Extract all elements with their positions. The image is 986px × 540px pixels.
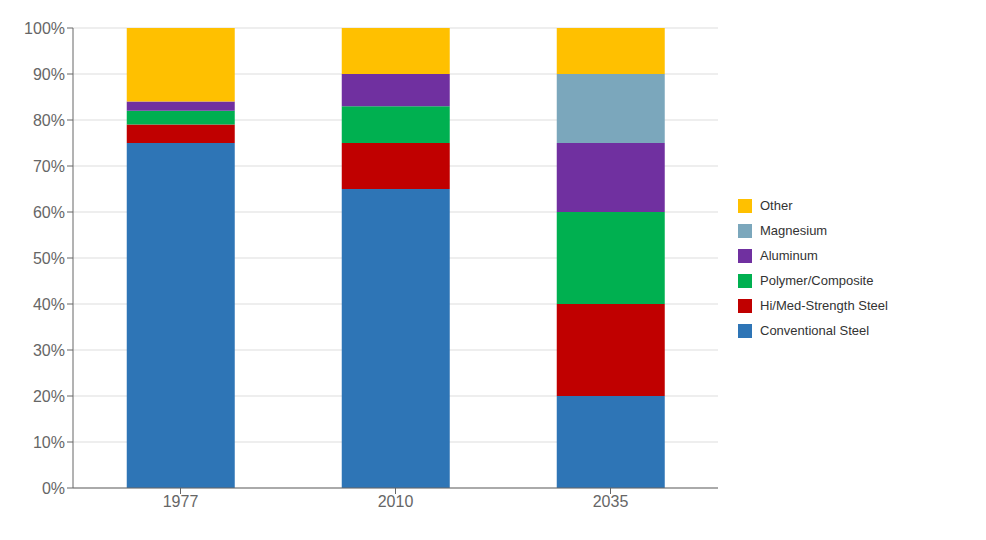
svg-text:2035: 2035	[593, 493, 629, 510]
html-text:Aluminum: Aluminum	[760, 248, 818, 263]
svg-text:0%: 0%	[42, 480, 65, 497]
html-text:Other: Other	[760, 198, 793, 213]
svg-text:1977: 1977	[163, 493, 199, 510]
html-text:Magnesium: Magnesium	[760, 223, 828, 238]
svg-text:50%: 50%	[33, 250, 65, 267]
html-text:Polymer/Composite: Polymer/Composite	[760, 273, 874, 288]
svg-text:100%: 100%	[24, 20, 65, 37]
svg-text:70%: 70%	[33, 158, 65, 175]
svg-text:10%: 10%	[33, 434, 65, 451]
svg-text:90%: 90%	[33, 66, 65, 83]
svg-text:60%: 60%	[33, 204, 65, 221]
svg-text:20%: 20%	[33, 388, 65, 405]
svg-text:30%: 30%	[33, 342, 65, 359]
svg-text:40%: 40%	[33, 296, 65, 313]
html-text:Hi/Med-Strength Steel: Hi/Med-Strength Steel	[760, 298, 888, 313]
html-text:Conventional Steel: Conventional Steel	[760, 323, 870, 338]
svg-text:80%: 80%	[33, 112, 65, 129]
svg-text:2010: 2010	[378, 493, 414, 510]
